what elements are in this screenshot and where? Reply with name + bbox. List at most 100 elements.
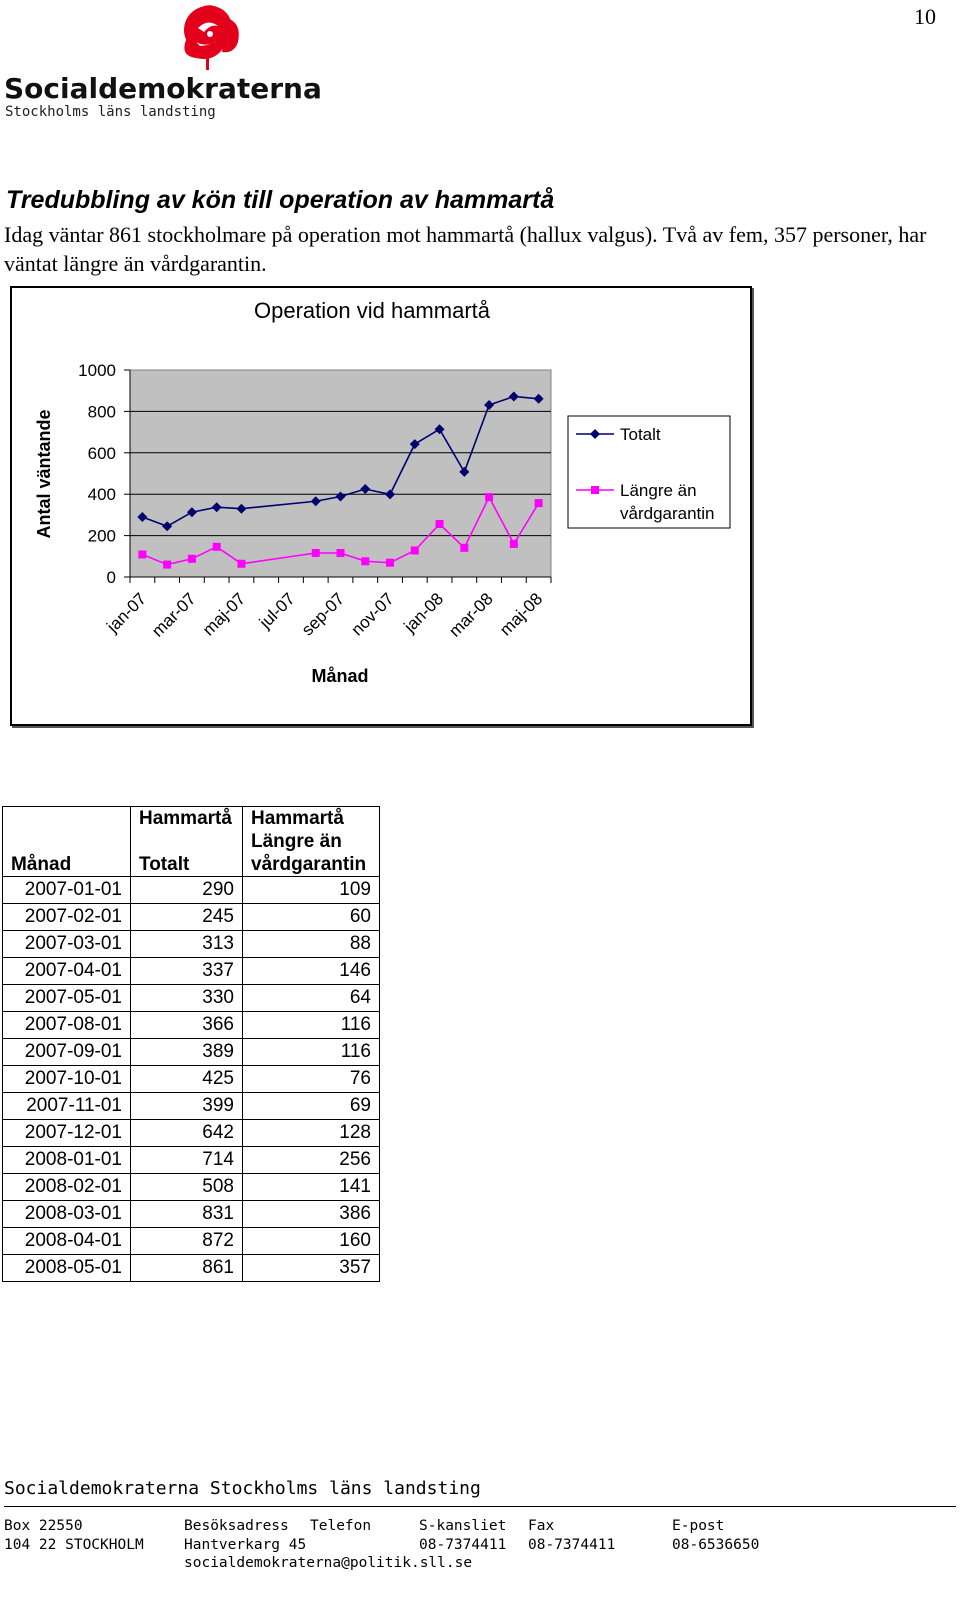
cell-total: 642	[130, 1119, 243, 1147]
data-point-totalt	[360, 484, 371, 495]
y-tick-label: 400	[88, 485, 116, 504]
data-point-langre	[187, 554, 196, 563]
footer-divider	[4, 1506, 956, 1507]
legend-label-langre: Längre än vårdgarantin	[620, 481, 715, 523]
y-tick-label: 600	[88, 444, 116, 463]
x-tick-label: maj-07	[199, 589, 249, 639]
footer-email-link[interactable]: socialdemokraterna@politik.sll.se	[184, 1555, 473, 1571]
table-row: 2007-09-01 389 116	[2, 1038, 380, 1066]
cell-total: 313	[130, 930, 243, 958]
data-point-totalt	[385, 489, 396, 500]
cell-month: 2007-04-01	[2, 957, 131, 985]
legend-label-totalt: Totalt	[620, 425, 661, 444]
table-row: 2008-01-01 714 256	[2, 1146, 380, 1174]
footer-city: 104 22 STOCKHOLM	[4, 1537, 144, 1553]
cell-over-guarantee: 128	[242, 1119, 380, 1147]
x-tick-label: nov-07	[347, 589, 397, 639]
data-point-langre	[138, 550, 147, 559]
header-cell-total: Totalt	[130, 830, 243, 877]
footer-office-label: S-kansliet	[419, 1518, 507, 1534]
table-row: 2007-01-01 290 109	[2, 876, 380, 904]
table-row: 2007-03-01 313 88	[2, 930, 380, 958]
logo-wordmark: Socialdemokraterna	[4, 72, 322, 105]
data-point-totalt	[162, 521, 173, 532]
x-axis-label: Månad	[311, 666, 368, 686]
data-point-langre	[212, 542, 221, 551]
chart-title: Operation vid hammartå	[254, 298, 491, 323]
cell-month: 2007-10-01	[2, 1065, 131, 1093]
header-cell: Hammartå	[242, 806, 380, 830]
footer-street: Hantverkarg 45	[184, 1537, 307, 1553]
footer-email-phone: 08-6536650	[672, 1537, 760, 1553]
data-point-langre	[435, 520, 444, 529]
data-point-langre	[163, 560, 172, 569]
table-row: 2007-05-01 330 64	[2, 984, 380, 1012]
cell-over-guarantee: 256	[242, 1146, 380, 1174]
header-cell	[2, 806, 131, 830]
data-table: Hammartå Hammartå Månad Totalt Längre än…	[2, 806, 380, 1282]
data-point-langre	[237, 559, 246, 568]
cell-total: 508	[130, 1173, 243, 1201]
data-point-langre	[311, 548, 320, 557]
cell-total: 831	[130, 1200, 243, 1228]
cell-over-guarantee: 116	[242, 1038, 380, 1066]
data-point-totalt	[533, 393, 544, 404]
cell-over-guarantee: 357	[242, 1254, 380, 1282]
data-point-langre	[336, 548, 345, 557]
cell-over-guarantee: 109	[242, 876, 380, 904]
data-point-langre	[485, 493, 494, 502]
plot-area	[129, 369, 552, 578]
section-heading: Tredubbling av kön till operation av ham…	[6, 186, 555, 214]
x-tick-label: jan-07	[102, 589, 150, 637]
data-point-totalt	[186, 507, 197, 518]
data-point-totalt	[484, 399, 495, 410]
x-tick-label: mar-07	[148, 589, 200, 641]
cell-month: 2008-02-01	[2, 1173, 131, 1201]
cell-total: 330	[130, 984, 243, 1012]
data-point-totalt	[310, 496, 321, 507]
y-tick-label: 1000	[78, 361, 116, 380]
cell-month: 2008-05-01	[2, 1254, 131, 1282]
data-point-langre	[509, 539, 518, 548]
cell-over-guarantee: 88	[242, 930, 380, 958]
table-header-row-1: Hammartå Hammartå	[2, 806, 380, 830]
data-point-totalt	[459, 466, 470, 477]
cell-total: 861	[130, 1254, 243, 1282]
table-row: 2007-10-01 425 76	[2, 1065, 380, 1093]
table-row: 2008-03-01 831 386	[2, 1200, 380, 1228]
y-tick-label: 800	[88, 402, 116, 421]
footer-fax-label: Fax	[528, 1518, 555, 1534]
cell-month: 2007-11-01	[2, 1092, 131, 1120]
table-row: 2007-04-01 337 146	[2, 957, 380, 985]
intro-paragraph: Idag väntar 861 stockholmare på operatio…	[4, 222, 927, 276]
data-point-totalt	[335, 491, 346, 502]
footer-box: Box 22550	[4, 1518, 83, 1534]
y-tick-label: 0	[107, 568, 116, 587]
y-tick-label: 200	[88, 527, 116, 546]
cell-total: 245	[130, 903, 243, 931]
legend-marker-totalt	[590, 429, 600, 439]
data-point-langre	[534, 499, 543, 508]
cell-month: 2008-03-01	[2, 1200, 131, 1228]
data-point-langre	[361, 557, 370, 566]
header-cell-month: Månad	[2, 830, 131, 877]
table-row: 2007-08-01 366 116	[2, 1011, 380, 1039]
x-tick-label: sep-07	[298, 589, 348, 639]
cell-total: 366	[130, 1011, 243, 1039]
table-row: 2008-02-01 508 141	[2, 1173, 380, 1201]
cell-month: 2008-04-01	[2, 1227, 131, 1255]
cell-total: 290	[130, 876, 243, 904]
footer-phone-label: Telefon	[310, 1518, 372, 1534]
table-header-row-2: Månad Totalt Längre än vårdgarantin	[2, 830, 380, 877]
legend-marker-langre	[591, 486, 599, 494]
table-row: 2007-12-01 642 128	[2, 1119, 380, 1147]
data-point-totalt	[211, 502, 222, 513]
x-tick-label: maj-08	[496, 589, 546, 639]
data-point-langre	[386, 558, 395, 567]
logo-subtitle: Stockholms läns landsting	[5, 104, 216, 120]
cell-over-guarantee: 160	[242, 1227, 380, 1255]
data-point-totalt	[434, 424, 445, 435]
cell-month: 2008-01-01	[2, 1146, 131, 1174]
footer-fax: 08-7374411	[528, 1537, 616, 1553]
